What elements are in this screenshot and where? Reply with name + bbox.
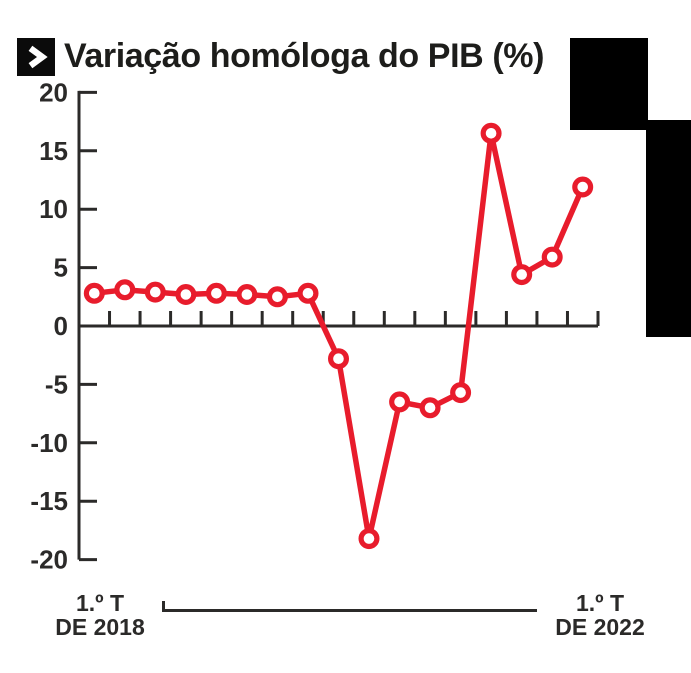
- data-point-marker: [419, 397, 441, 419]
- chevron-right-icon: [17, 37, 55, 76]
- title-row: Variação homóloga do PIB (%): [17, 37, 544, 76]
- y-tick-label: -20: [30, 545, 68, 575]
- x-range-line: [162, 609, 537, 612]
- data-point-marker: [114, 279, 136, 301]
- x-axis-last-label: 1.º T DE 2022: [545, 591, 655, 639]
- data-point-marker: [389, 391, 411, 413]
- page-title: Variação homóloga do PIB (%): [64, 37, 544, 75]
- black-rectangle-top: [570, 38, 648, 130]
- data-point-marker: [328, 348, 350, 370]
- y-tick-label: 10: [39, 194, 68, 224]
- x-range-line-tick: [162, 601, 165, 612]
- y-tick-label: -10: [30, 428, 68, 458]
- x-axis-first-label-line2: DE 2018: [55, 614, 145, 640]
- y-tick-label: 5: [54, 253, 68, 283]
- data-point-marker: [83, 282, 105, 304]
- y-tick-label: 0: [54, 311, 68, 341]
- data-point-marker: [511, 264, 533, 286]
- x-axis-first-label: 1.º T DE 2018: [45, 591, 155, 639]
- data-point-marker: [297, 282, 319, 304]
- x-axis-last-label-line2: DE 2022: [555, 614, 645, 640]
- y-tick-label: -5: [45, 369, 68, 399]
- data-point-marker: [144, 281, 166, 303]
- data-point-marker: [572, 176, 594, 198]
- black-rectangle-right: [646, 120, 691, 337]
- gdp-line: [93, 130, 586, 542]
- y-tick-label: -15: [30, 486, 68, 516]
- x-axis-first-label-line1: 1.º T: [75, 590, 125, 616]
- data-point-marker: [205, 282, 227, 304]
- y-tick-label: 20: [39, 77, 68, 107]
- data-point-marker: [480, 122, 502, 144]
- data-point-marker: [266, 286, 288, 308]
- data-point-marker: [450, 382, 472, 404]
- data-point-marker: [236, 284, 258, 306]
- data-point-marker: [358, 528, 380, 550]
- y-tick-label: 15: [39, 136, 68, 166]
- x-axis-last-label-line1: 1.º T: [575, 590, 625, 616]
- data-point-marker: [175, 284, 197, 306]
- data-point-marker: [541, 246, 563, 268]
